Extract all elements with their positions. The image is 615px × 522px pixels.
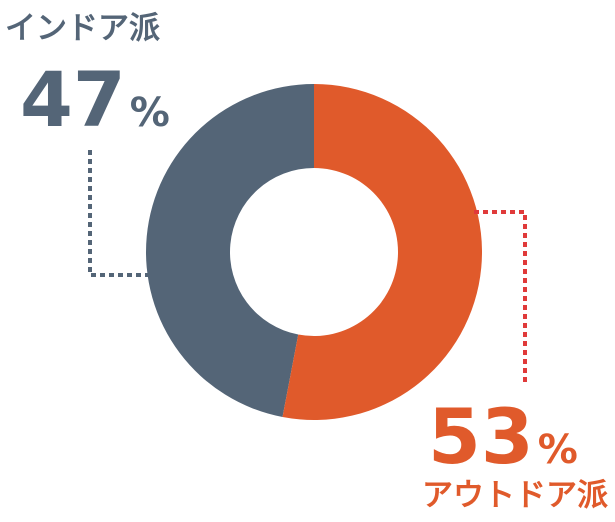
leader-line: [88, 150, 150, 277]
category-label: インドア派: [5, 11, 160, 47]
slice: [282, 84, 482, 420]
value-number: 53: [428, 392, 534, 481]
value-unit: %: [130, 90, 170, 136]
value-label: 47%: [20, 55, 170, 144]
category-label: アウトドア派: [422, 478, 608, 514]
value-number: 47: [20, 55, 126, 144]
value-label: 53%: [428, 392, 578, 481]
slice: [145, 84, 314, 418]
value-unit: %: [538, 427, 578, 473]
leader-line: [474, 210, 527, 382]
